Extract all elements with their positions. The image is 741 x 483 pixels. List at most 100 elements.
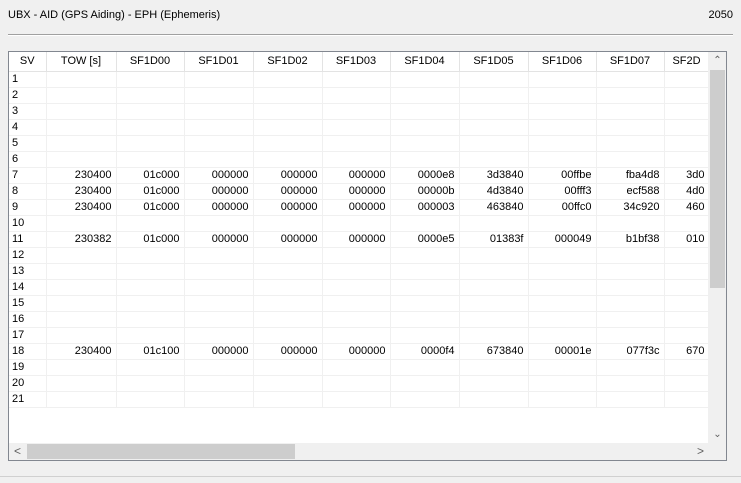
table-cell: 230400 <box>46 167 117 184</box>
table-cell: 000000 <box>253 231 323 248</box>
table-cell <box>322 263 391 280</box>
table-cell <box>390 359 460 376</box>
table-cell: fba4d8 <box>596 167 665 184</box>
ephemeris-grid[interactable]: SV TOW [s] SF1D00 SF1D01 SF1D02 SF1D03 SF1D04 S… <box>8 51 727 461</box>
table-row[interactable]: 6 <box>9 151 710 168</box>
column-header[interactable]: SF2D <box>664 52 710 72</box>
table-cell: ecf588 <box>596 183 665 200</box>
sv-cell: 13 <box>9 263 47 280</box>
bottom-divider <box>0 476 741 477</box>
table-cell <box>322 327 391 344</box>
horizontal-scroll-thumb[interactable] <box>27 444 295 459</box>
table-row[interactable]: 7 230400 01c000 000000 000000 000000 0000e8 3d3… <box>9 167 710 184</box>
table-row[interactable]: 14 <box>9 279 710 296</box>
table-cell <box>459 151 529 168</box>
table-cell <box>322 375 391 392</box>
table-cell <box>459 295 529 312</box>
table-cell: 34c920 <box>596 199 665 216</box>
table-cell <box>184 215 254 232</box>
table-cell <box>116 375 185 392</box>
table-cell <box>390 263 460 280</box>
table-cell <box>390 119 460 136</box>
table-row[interactable]: 11 230382 01c000 000000 000000 000000 0000e5 01… <box>9 231 710 248</box>
vertical-scrollbar[interactable]: ⌃ ⌄ <box>708 52 726 443</box>
table-cell <box>664 327 710 344</box>
table-cell <box>459 247 529 264</box>
vertical-scroll-thumb[interactable] <box>710 70 725 288</box>
table-cell <box>459 119 529 136</box>
table-cell <box>253 247 323 264</box>
table-cell <box>116 263 185 280</box>
column-header[interactable]: SF1D07 <box>596 52 665 72</box>
table-cell: 000000 <box>184 343 254 360</box>
table-row[interactable]: 18 230400 01c100 000000 000000 000000 0000f4 67… <box>9 343 710 360</box>
column-header[interactable]: SF1D02 <box>253 52 323 72</box>
table-row[interactable]: 4 <box>9 119 710 136</box>
table-cell <box>46 391 117 408</box>
table-cell: 000000 <box>322 231 391 248</box>
chevron-up-icon[interactable]: ⌃ <box>713 55 722 66</box>
table-cell: 000000 <box>184 167 254 184</box>
table-row[interactable]: 1 <box>9 71 710 88</box>
table-cell <box>596 295 665 312</box>
column-header[interactable]: SV <box>9 52 47 72</box>
table-row[interactable]: 12 <box>9 247 710 264</box>
table-row[interactable]: 8 230400 01c000 000000 000000 000000 00000b 4d3… <box>9 183 710 200</box>
chevron-left-icon[interactable]: < <box>13 444 21 458</box>
column-header[interactable]: SF1D01 <box>184 52 254 72</box>
chevron-right-icon[interactable]: > <box>696 444 704 458</box>
table-row[interactable]: 10 <box>9 215 710 232</box>
table-cell <box>664 135 710 152</box>
table-cell <box>253 119 323 136</box>
column-header[interactable]: SF1D06 <box>528 52 597 72</box>
table-cell <box>116 103 185 120</box>
table-row[interactable]: 16 <box>9 311 710 328</box>
table-cell <box>664 87 710 104</box>
table-cell: 000000 <box>253 183 323 200</box>
table-row[interactable]: 9 230400 01c000 000000 000000 000000 000003 463… <box>9 199 710 216</box>
table-cell <box>184 311 254 328</box>
table-cell <box>596 87 665 104</box>
sv-cell: 2 <box>9 87 47 104</box>
column-header[interactable]: SF1D03 <box>322 52 391 72</box>
table-cell: 000000 <box>253 167 323 184</box>
chevron-down-icon[interactable]: ⌄ <box>713 429 722 440</box>
table-cell <box>664 247 710 264</box>
sv-cell: 10 <box>9 215 47 232</box>
table-cell <box>390 295 460 312</box>
table-cell <box>253 87 323 104</box>
table-cell <box>664 375 710 392</box>
table-cell <box>596 151 665 168</box>
table-row[interactable]: 19 <box>9 359 710 376</box>
table-cell <box>253 215 323 232</box>
table-cell <box>253 71 323 88</box>
table-cell: 230400 <box>46 183 117 200</box>
table-cell: 673840 <box>459 343 529 360</box>
table-cell <box>253 375 323 392</box>
column-header[interactable]: SF1D04 <box>390 52 460 72</box>
column-header[interactable]: SF1D00 <box>116 52 185 72</box>
table-cell <box>596 279 665 296</box>
table-cell <box>116 359 185 376</box>
table-row[interactable]: 5 <box>9 135 710 152</box>
table-cell <box>596 311 665 328</box>
table-cell <box>322 103 391 120</box>
table-cell <box>184 391 254 408</box>
table-row[interactable]: 21 <box>9 391 710 408</box>
column-header[interactable]: SF1D05 <box>459 52 529 72</box>
table-cell <box>390 71 460 88</box>
column-header[interactable]: TOW [s] <box>46 52 117 72</box>
table-row[interactable]: 13 <box>9 263 710 280</box>
table-cell <box>664 295 710 312</box>
table-cell <box>46 103 117 120</box>
table-cell <box>46 263 117 280</box>
table-row[interactable]: 20 <box>9 375 710 392</box>
table-row[interactable]: 2 <box>9 87 710 104</box>
horizontal-scrollbar[interactable]: < > <box>9 443 709 460</box>
table-row[interactable]: 15 <box>9 295 710 312</box>
table-cell <box>596 71 665 88</box>
table-cell <box>459 135 529 152</box>
table-cell: 4d0 <box>664 183 710 200</box>
table-row[interactable]: 17 <box>9 327 710 344</box>
table-row[interactable]: 3 <box>9 103 710 120</box>
